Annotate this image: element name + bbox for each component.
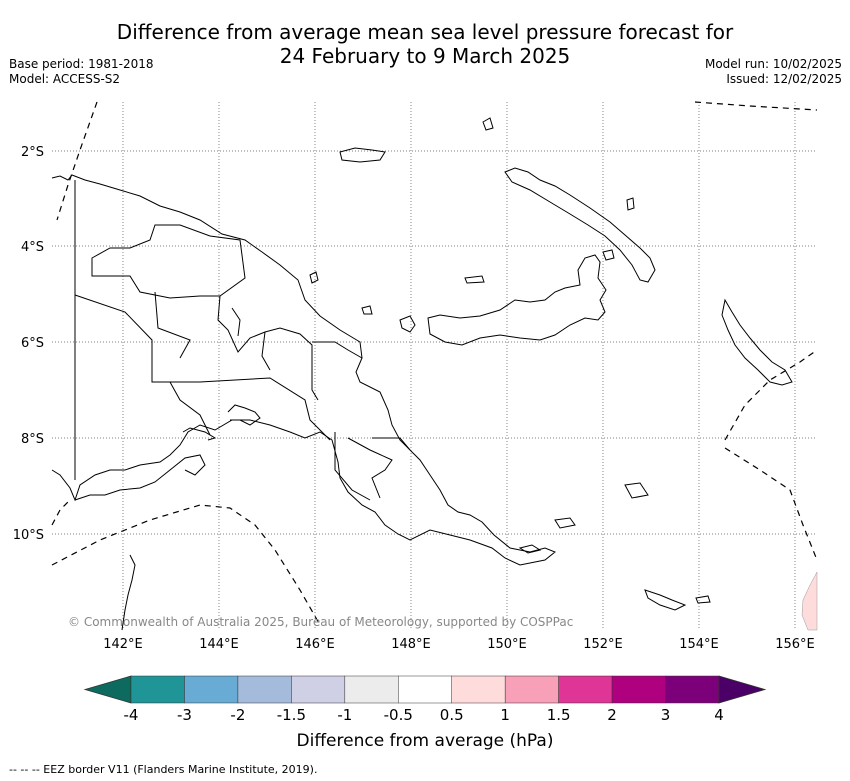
- colorbar-swatch: [237, 675, 292, 704]
- colorbar-tick-label: -0.5: [383, 706, 413, 724]
- lat-label: 8°S: [21, 432, 44, 447]
- eez-footnote: -- -- -- EEZ border V11 (Flanders Marine…: [9, 763, 318, 776]
- colorbar-tick-label: 1: [500, 706, 510, 724]
- new-britain: [427, 254, 607, 346]
- title-line-1: Difference from average mean sea level p…: [116, 20, 734, 44]
- cape-york: [121, 554, 136, 631]
- coastlines: [51, 174, 556, 566]
- lat-label: 4°S: [21, 240, 44, 255]
- bougainville: [721, 298, 793, 386]
- colorbar-tick-label: -3: [176, 706, 192, 724]
- small-islands: [309, 117, 711, 611]
- model-run: Model run: 10/02/2025: [704, 57, 842, 71]
- lon-label: 144°E: [199, 637, 239, 652]
- meta-left: Base period: 1981-2018 Model: ACCESS-S2: [9, 57, 154, 87]
- lon-label: 156°E: [775, 637, 815, 652]
- lat-label: 2°S: [21, 145, 44, 160]
- colorbar-title: Difference from average (hPa): [296, 731, 554, 751]
- lon-label: 148°E: [391, 637, 431, 652]
- colorbar-swatch: [184, 675, 239, 704]
- lat-label: 10°S: [13, 528, 44, 543]
- latitude-labels: 2°S 4°S 6°S 8°S 10°S: [13, 145, 44, 543]
- model-name: Model: ACCESS-S2: [9, 72, 121, 86]
- colorbar-tick-label: 2: [607, 706, 617, 724]
- colorbar-tick-label: 0.5: [439, 706, 464, 724]
- manus-island: [339, 147, 386, 163]
- colorbar-swatch: [344, 675, 399, 704]
- title-line-2: 24 February to 9 March 2025: [279, 44, 571, 68]
- eez-borders: [51, 101, 818, 626]
- new-ireland: [504, 167, 656, 283]
- colorbar-tick-label: 1.5: [546, 706, 571, 724]
- colorbar-tick-label: -4: [123, 706, 139, 724]
- issued-date: Issued: 12/02/2025: [726, 72, 842, 86]
- colorbar-swatch: [398, 675, 452, 704]
- colorbar-swatch: [291, 675, 346, 704]
- colorbar-swatch: [130, 675, 185, 704]
- colorbar: [83, 675, 767, 704]
- colorbar-tick-label: -2: [230, 706, 246, 724]
- lat-label: 6°S: [21, 336, 44, 351]
- lon-label: 152°E: [583, 637, 623, 652]
- province-borders: [74, 180, 411, 501]
- colorbar-swatch: [665, 675, 720, 704]
- new-guinea-coast: [51, 174, 556, 566]
- colorbar-tick-label: 3: [660, 706, 671, 724]
- map-title: Difference from average mean sea level p…: [0, 20, 850, 68]
- meta-right: Model run: 10/02/2025 Issued: 12/02/2025: [705, 57, 842, 87]
- colorbar-tick-label: 4: [714, 706, 724, 724]
- colorbar-swatch: [611, 675, 666, 704]
- colorbar-swatch: [504, 675, 559, 704]
- copyright-text: © Commonwealth of Australia 2025, Bureau…: [68, 615, 573, 629]
- colorbar-extend-low: [83, 675, 132, 704]
- longitude-labels: 142°E 144°E 146°E 148°E 150°E 152°E 154°E 156°E: [103, 637, 815, 652]
- lon-label: 146°E: [295, 637, 335, 652]
- colorbar-tick-label: -1: [337, 706, 353, 724]
- lon-label: 142°E: [103, 637, 143, 652]
- colorbar-tick-label: -1.5: [276, 706, 306, 724]
- colorbar-swatch: [451, 675, 506, 704]
- base-period: Base period: 1981-2018: [9, 57, 154, 71]
- colorbar-swatch: [558, 675, 613, 704]
- graticule: [52, 102, 817, 630]
- colorbar-extend-high: [718, 675, 767, 704]
- lon-label: 154°E: [679, 637, 719, 652]
- lon-label: 150°E: [487, 637, 527, 652]
- positive-anomaly-area: [801, 571, 818, 631]
